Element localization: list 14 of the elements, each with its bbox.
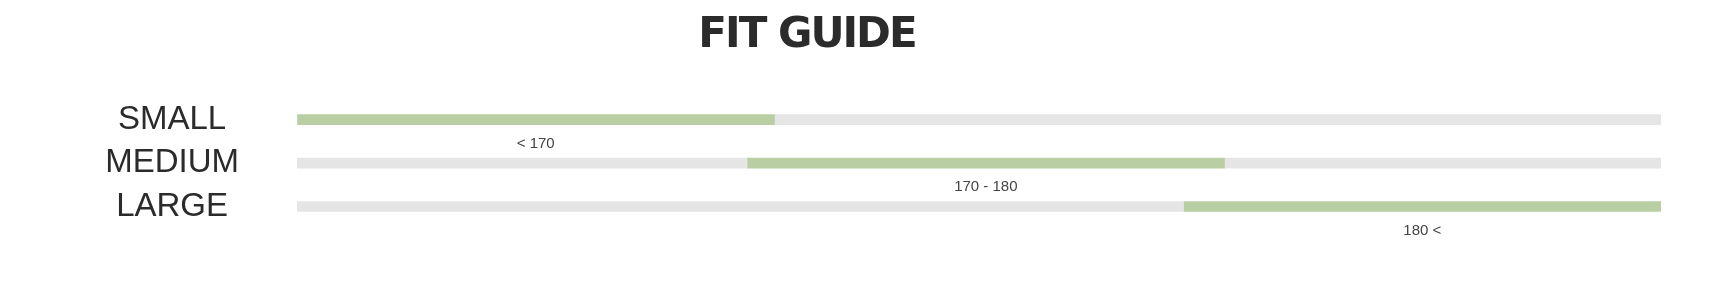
- bar: [297, 201, 1184, 212]
- bar: [297, 114, 775, 126]
- y-tick-label: SMALL: [117, 98, 227, 136]
- bar: [1224, 157, 1661, 169]
- bar: [746, 157, 1225, 169]
- y-tick-label: MEDIUM: [105, 142, 239, 180]
- bar: [297, 157, 748, 169]
- bar: [1183, 201, 1661, 212]
- chart-title: FIT GUIDE: [697, 8, 917, 57]
- y-tick-label: LARGE: [116, 185, 229, 223]
- bar: [774, 114, 1661, 126]
- annotation: < 170: [516, 133, 555, 151]
- annotation: 180 <: [1403, 220, 1442, 238]
- annotation: 170 - 180: [954, 177, 1018, 195]
